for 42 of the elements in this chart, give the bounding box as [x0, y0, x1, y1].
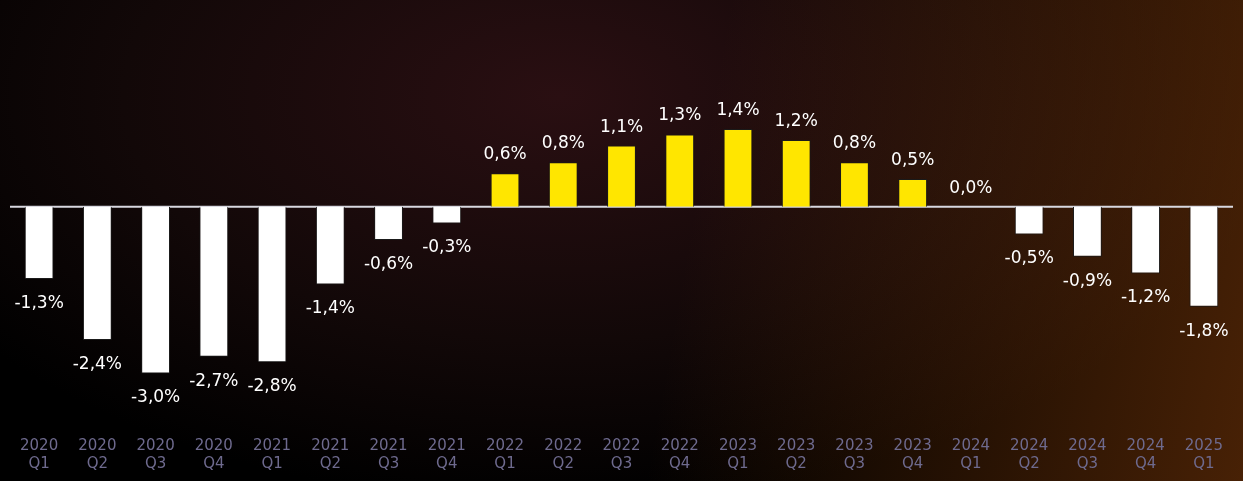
- data-label: -1,4%: [305, 297, 355, 318]
- x-tick-label: 2022 Q1: [485, 435, 525, 472]
- data-label: 0,8%: [832, 132, 877, 153]
- x-tick-label: 2021 Q1: [252, 435, 292, 472]
- data-label: -2,7%: [189, 369, 239, 390]
- x-tick-label: 2020 Q4: [194, 435, 233, 472]
- data-label: 0,5%: [891, 148, 935, 169]
- data-label: 1,1%: [599, 115, 644, 136]
- x-tick-label: 2020 Q3: [136, 435, 175, 472]
- x-tick-label: 2022 Q2: [544, 435, 583, 472]
- data-label: -1,3%: [14, 291, 64, 312]
- x-tick-label: 2024 Q3: [1068, 435, 1107, 472]
- data-label: -2,8%: [247, 375, 297, 396]
- x-tick-label: 2023 Q1: [718, 435, 758, 472]
- x-tick-label: 2021 Q2: [311, 435, 350, 472]
- data-label: -3,0%: [130, 386, 181, 407]
- x-tick-label: 2024 Q2: [1010, 435, 1049, 472]
- data-label: -0,9%: [1062, 269, 1113, 290]
- data-label: 1,4%: [716, 98, 760, 119]
- data-label: -0,5%: [1004, 247, 1054, 268]
- data-label: 0,0%: [949, 176, 993, 197]
- x-tick-label: 2024 Q4: [1126, 435, 1165, 472]
- x-tick-label: 2023 Q2: [777, 435, 816, 472]
- data-label: 1,3%: [658, 104, 702, 125]
- x-tick-label: 2024 Q1: [951, 435, 991, 472]
- data-label: -0,3%: [422, 236, 472, 257]
- x-tick-label: 2023 Q3: [835, 435, 874, 472]
- x-tick-label: 2021 Q4: [427, 435, 466, 472]
- x-tick-label: 2020 Q1: [20, 435, 59, 472]
- x-tick-label: 2020 Q2: [78, 435, 117, 472]
- data-label: 0,6%: [483, 143, 527, 164]
- x-tick-label: 2022 Q4: [660, 435, 699, 472]
- data-label: -1,2%: [1120, 286, 1171, 307]
- data-label: -0,6%: [363, 252, 414, 273]
- x-tick-label: 2023 Q4: [893, 435, 932, 472]
- data-label: -1,8%: [1179, 319, 1229, 340]
- x-tick-label: 2021 Q3: [369, 435, 408, 472]
- data-label: 0,8%: [541, 132, 585, 153]
- data-label: -2,4%: [72, 353, 123, 374]
- data-label: 1,2%: [774, 109, 818, 130]
- x-tick-label: 2025 Q1: [1184, 435, 1223, 472]
- x-tick-label: 2022 Q3: [602, 435, 641, 472]
